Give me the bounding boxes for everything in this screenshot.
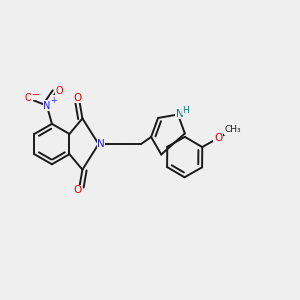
Text: N: N bbox=[97, 139, 105, 149]
Text: +: + bbox=[50, 96, 57, 105]
Text: H: H bbox=[182, 106, 189, 115]
Text: N: N bbox=[43, 101, 51, 111]
Text: O: O bbox=[73, 93, 81, 103]
Text: O: O bbox=[55, 86, 63, 96]
Text: O: O bbox=[214, 133, 222, 143]
Text: CH₃: CH₃ bbox=[224, 125, 241, 134]
Text: O: O bbox=[25, 93, 32, 103]
Text: −: − bbox=[32, 90, 40, 100]
Text: N: N bbox=[176, 109, 184, 118]
Text: O: O bbox=[73, 185, 81, 195]
